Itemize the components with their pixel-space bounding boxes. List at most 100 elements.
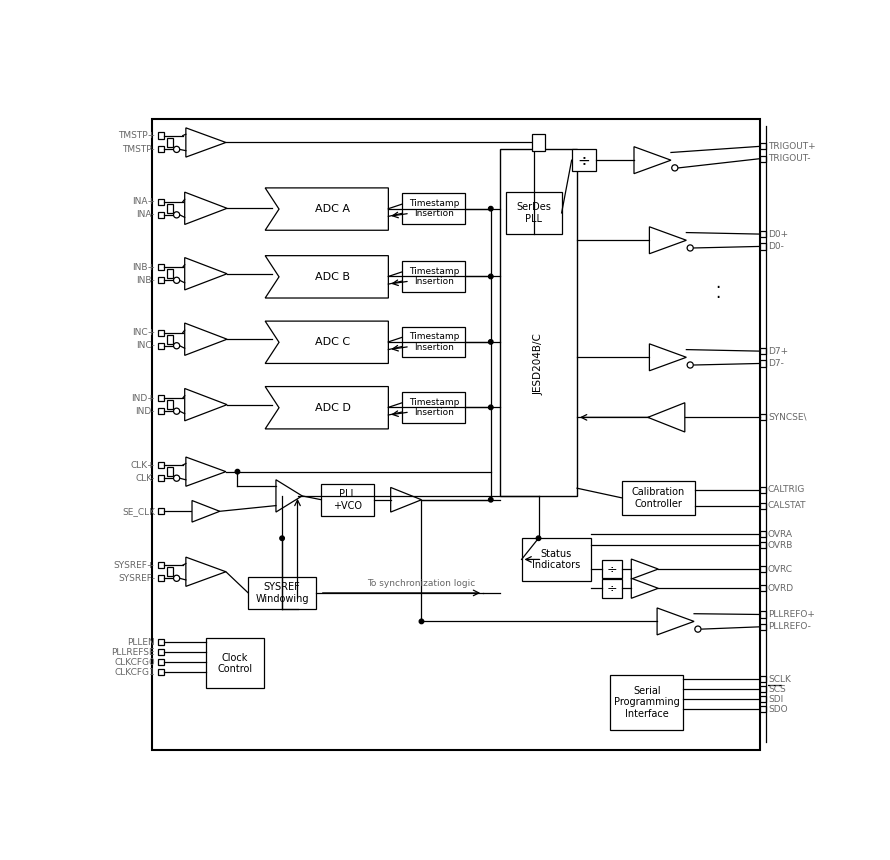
Circle shape bbox=[672, 165, 678, 171]
Bar bbox=[760, 706, 766, 712]
Text: CLK+: CLK+ bbox=[131, 461, 155, 470]
Bar bbox=[166, 567, 173, 576]
Text: ·: · bbox=[716, 279, 721, 297]
Bar bbox=[402, 327, 465, 357]
Text: TMSTP+: TMSTP+ bbox=[118, 131, 155, 140]
Polygon shape bbox=[634, 147, 671, 174]
Bar bbox=[603, 579, 622, 598]
Bar bbox=[760, 611, 766, 617]
Polygon shape bbox=[631, 578, 659, 599]
Polygon shape bbox=[185, 192, 227, 224]
Text: Calibration
Controller: Calibration Controller bbox=[632, 487, 685, 508]
Circle shape bbox=[174, 212, 180, 218]
Bar bbox=[206, 638, 263, 688]
Bar bbox=[158, 199, 165, 205]
Text: D7-: D7- bbox=[768, 359, 784, 368]
Polygon shape bbox=[650, 227, 686, 254]
Bar bbox=[760, 360, 766, 366]
Text: INC-: INC- bbox=[136, 341, 155, 350]
Bar bbox=[158, 475, 165, 482]
Bar bbox=[760, 503, 766, 509]
Text: ÷: ÷ bbox=[607, 562, 618, 575]
Text: Timestamp
Insertion: Timestamp Insertion bbox=[409, 332, 459, 352]
Bar bbox=[158, 277, 165, 284]
Polygon shape bbox=[265, 386, 388, 429]
Text: SCLK: SCLK bbox=[768, 674, 791, 684]
Bar bbox=[166, 335, 173, 344]
Text: To synchronization logic: To synchronization logic bbox=[368, 579, 475, 587]
Circle shape bbox=[687, 245, 693, 251]
Bar bbox=[760, 585, 766, 592]
Bar bbox=[158, 669, 165, 675]
Bar bbox=[760, 624, 766, 630]
Text: CLKCFG0: CLKCFG0 bbox=[114, 658, 155, 666]
Polygon shape bbox=[657, 608, 694, 635]
Text: CLKCFG1: CLKCFG1 bbox=[114, 667, 155, 677]
Bar bbox=[760, 686, 766, 692]
Bar bbox=[760, 415, 766, 421]
Bar bbox=[166, 400, 173, 409]
Bar bbox=[152, 119, 760, 750]
Circle shape bbox=[174, 277, 180, 284]
Polygon shape bbox=[186, 557, 226, 587]
Text: TRIGOUT+: TRIGOUT+ bbox=[768, 142, 815, 150]
Text: INC+: INC+ bbox=[132, 329, 155, 337]
Bar bbox=[402, 194, 465, 224]
Bar bbox=[760, 542, 766, 549]
Text: PLLEN: PLLEN bbox=[127, 638, 155, 647]
Text: INA+: INA+ bbox=[132, 197, 155, 206]
Polygon shape bbox=[631, 559, 659, 579]
Text: Timestamp
Insertion: Timestamp Insertion bbox=[409, 397, 459, 417]
Bar bbox=[760, 696, 766, 703]
Polygon shape bbox=[186, 457, 226, 486]
Bar bbox=[158, 212, 165, 218]
Text: PLLREFSE: PLLREFSE bbox=[111, 648, 155, 657]
Circle shape bbox=[489, 340, 493, 344]
Polygon shape bbox=[185, 389, 227, 421]
Polygon shape bbox=[265, 321, 388, 364]
Bar bbox=[522, 538, 591, 580]
Circle shape bbox=[695, 626, 701, 632]
Text: ÷: ÷ bbox=[578, 153, 590, 168]
Text: OVRC: OVRC bbox=[768, 564, 793, 574]
Text: Serial
Programming
Interface: Serial Programming Interface bbox=[614, 685, 680, 719]
Text: ADC B: ADC B bbox=[315, 272, 351, 282]
Bar bbox=[158, 562, 165, 568]
Bar bbox=[760, 156, 766, 162]
Bar bbox=[158, 132, 165, 138]
Bar bbox=[760, 348, 766, 354]
Polygon shape bbox=[185, 258, 227, 290]
Polygon shape bbox=[648, 402, 684, 432]
Text: D0-: D0- bbox=[768, 242, 784, 251]
Circle shape bbox=[235, 470, 239, 474]
Text: ·: · bbox=[716, 289, 721, 307]
Bar bbox=[760, 144, 766, 150]
Circle shape bbox=[489, 405, 493, 409]
Bar bbox=[402, 392, 465, 423]
Text: SYSREF-: SYSREF- bbox=[118, 574, 155, 583]
Text: OVRA: OVRA bbox=[768, 530, 793, 539]
Circle shape bbox=[174, 408, 180, 415]
Bar bbox=[506, 192, 562, 234]
Bar bbox=[158, 639, 165, 645]
Text: CALTRIG: CALTRIG bbox=[768, 485, 805, 494]
Bar bbox=[760, 676, 766, 682]
Bar bbox=[760, 487, 766, 493]
Bar bbox=[248, 577, 316, 609]
Text: D0+: D0+ bbox=[768, 230, 789, 238]
Circle shape bbox=[489, 206, 493, 211]
Bar bbox=[571, 150, 596, 171]
Polygon shape bbox=[650, 344, 686, 371]
Circle shape bbox=[489, 497, 493, 502]
Text: ADC C: ADC C bbox=[315, 337, 351, 347]
Circle shape bbox=[174, 575, 180, 581]
Bar bbox=[158, 329, 165, 335]
Bar bbox=[500, 150, 577, 496]
Bar bbox=[760, 243, 766, 249]
Bar bbox=[166, 138, 173, 147]
Text: ADC A: ADC A bbox=[315, 204, 351, 214]
Polygon shape bbox=[192, 501, 220, 522]
Text: SYNCSE\: SYNCSE\ bbox=[768, 413, 806, 422]
Circle shape bbox=[174, 475, 180, 482]
Bar bbox=[760, 531, 766, 538]
